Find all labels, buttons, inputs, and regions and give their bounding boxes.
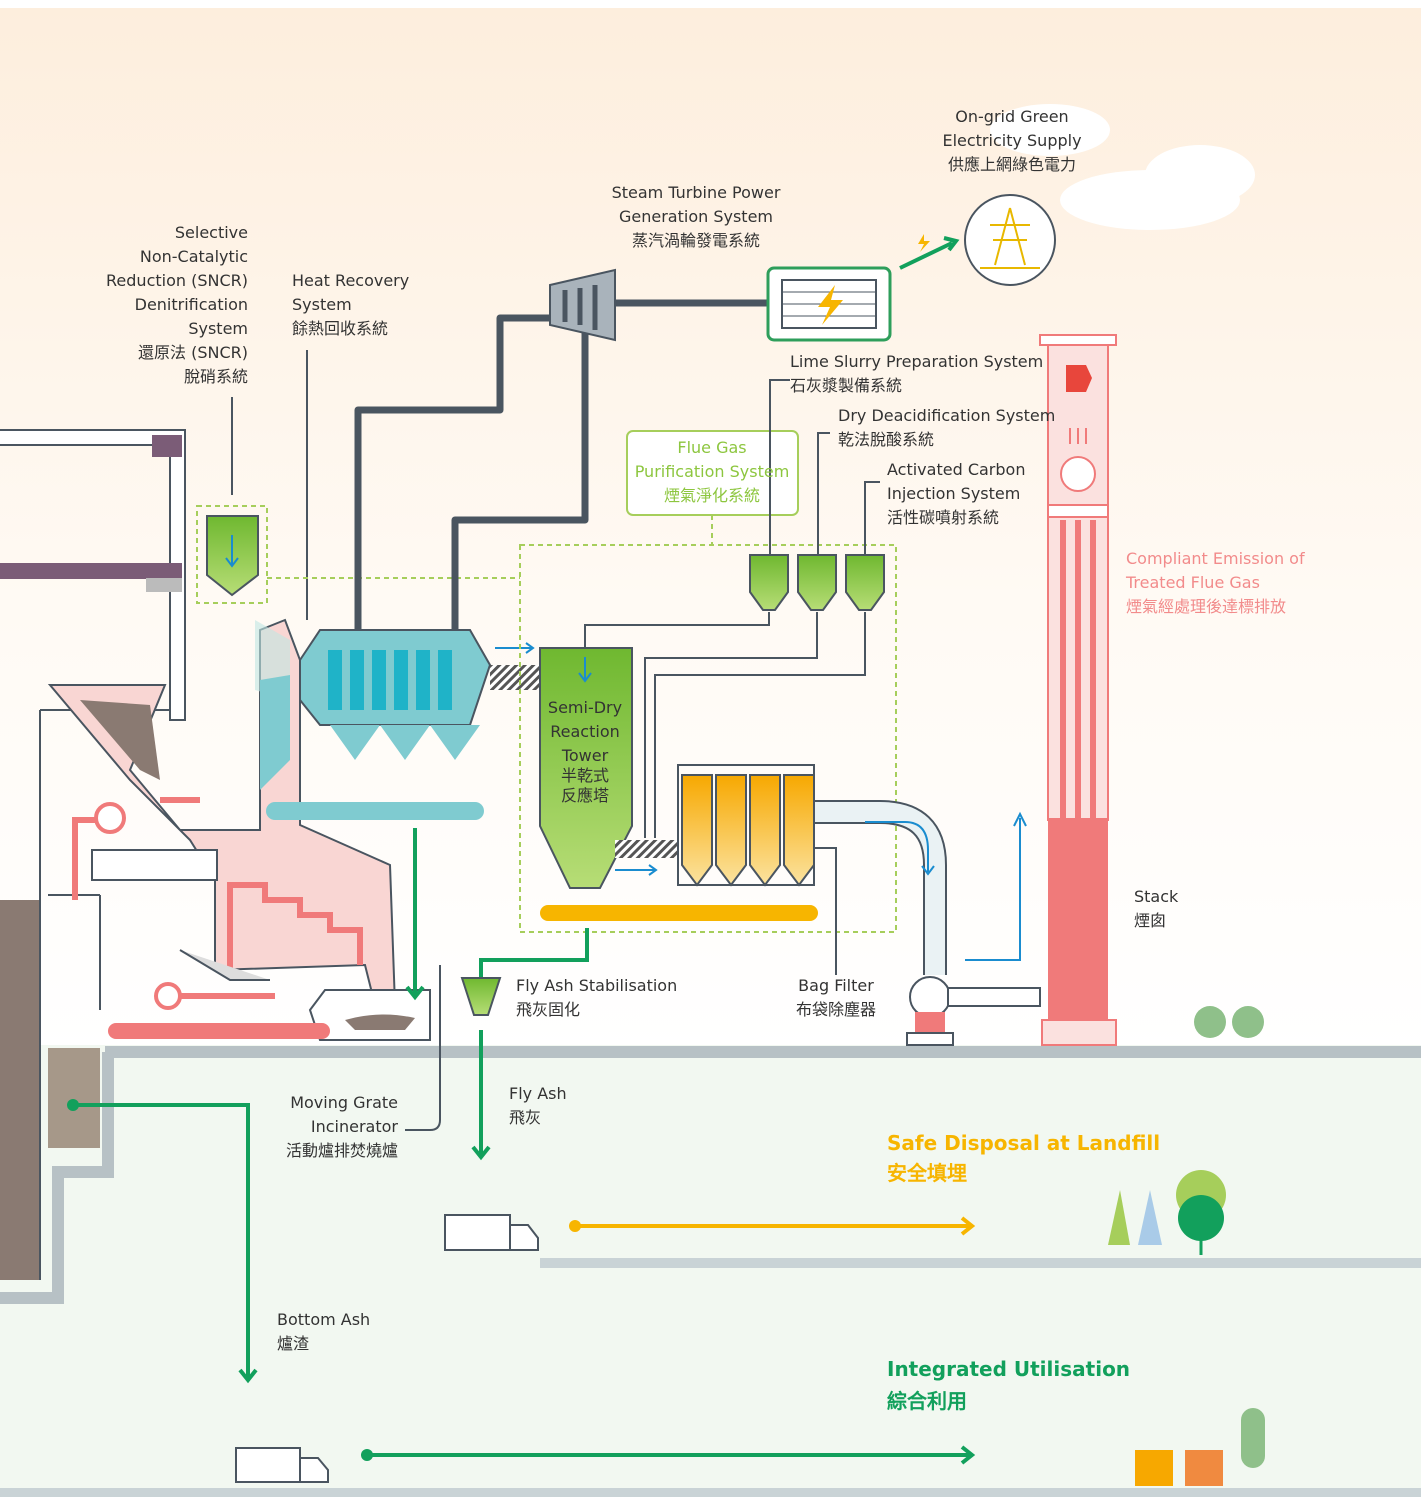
label: Generation System [619,207,773,226]
label: Reaction [550,722,620,741]
label: Safe Disposal at Landfill [887,1131,1160,1155]
label: 煙氣經處理後達標排放 [1126,597,1286,616]
label: 煙囱 [1134,911,1166,930]
label: 半乾式 [561,766,609,785]
label: Dry Deacidification System [838,406,1055,425]
label: Moving Grate [290,1093,398,1112]
labels-left: Heat Recovery System 餘熱回收系統 Lime Slurry … [277,271,1305,1413]
label: Stack [1134,887,1179,906]
stack [1039,334,1117,1046]
label: Tower [561,746,609,765]
label: 綜合利用 [887,1389,967,1413]
label: 石灰漿製備系統 [790,376,902,395]
flue-to-stack [815,800,1041,1046]
label: Injection System [887,484,1020,503]
label: System [292,295,352,314]
label: Fly Ash [509,1084,567,1103]
turbine-and-generator [354,194,1056,630]
label: Non-Catalytic [140,247,248,266]
label: Flue Gas [677,438,746,457]
label: Fly Ash Stabilisation [516,976,677,995]
sncr-unit [196,350,520,620]
purification [460,379,897,1161]
label: Semi-Dry [548,698,622,717]
label: Compliant Emission of [1126,549,1305,568]
label: Reduction (SNCR) [106,271,248,290]
label: Incinerator [311,1117,399,1136]
label: Treated Flue Gas [1125,573,1260,592]
label: 活性碳噴射系統 [887,508,999,527]
label: 蒸汽渦輪發電系統 [632,231,760,250]
incinerator-building [0,429,1421,1304]
labels: On-grid Green Electricity Supply 供應上網綠色電… [548,107,1082,1019]
label: 供應上網綠色電力 [948,155,1076,174]
label: 爐渣 [277,1334,309,1353]
label: Electricity Supply [942,131,1081,150]
label: Denitrification [135,295,248,314]
label: 活動爐排焚燒爐 [286,1141,398,1160]
label: Purification System [635,462,790,481]
label: 安全填埋 [887,1161,967,1185]
label: 布袋除塵器 [796,1000,876,1019]
label: 飛灰 [509,1108,541,1127]
boiler [260,629,540,1001]
label: 煙氣淨化系統 [664,486,760,505]
label: Bag Filter [798,976,874,995]
label: 反應塔 [561,786,609,805]
label: Steam Turbine Power [612,183,781,202]
label: Lime Slurry Preparation System [790,352,1043,371]
label: Integrated Utilisation [887,1357,1130,1381]
label: 還原法 (SNCR) [138,343,248,362]
label: Bottom Ash [277,1310,370,1329]
label: Heat Recovery [292,271,409,290]
label: 飛灰固化 [516,1000,580,1019]
lower-flows [67,1006,1265,1486]
labels-right: Selective Non-Catalytic Reduction (SNCR)… [106,223,398,1160]
label: 脫硝系統 [184,367,248,386]
label: On-grid Green [955,107,1068,126]
label: 乾法脫酸系統 [838,430,934,449]
label: Selective [175,223,248,242]
label: 餘熱回收系統 [292,319,388,338]
label: System [188,319,248,338]
label: Activated Carbon [887,460,1025,479]
background [0,8,1421,1497]
